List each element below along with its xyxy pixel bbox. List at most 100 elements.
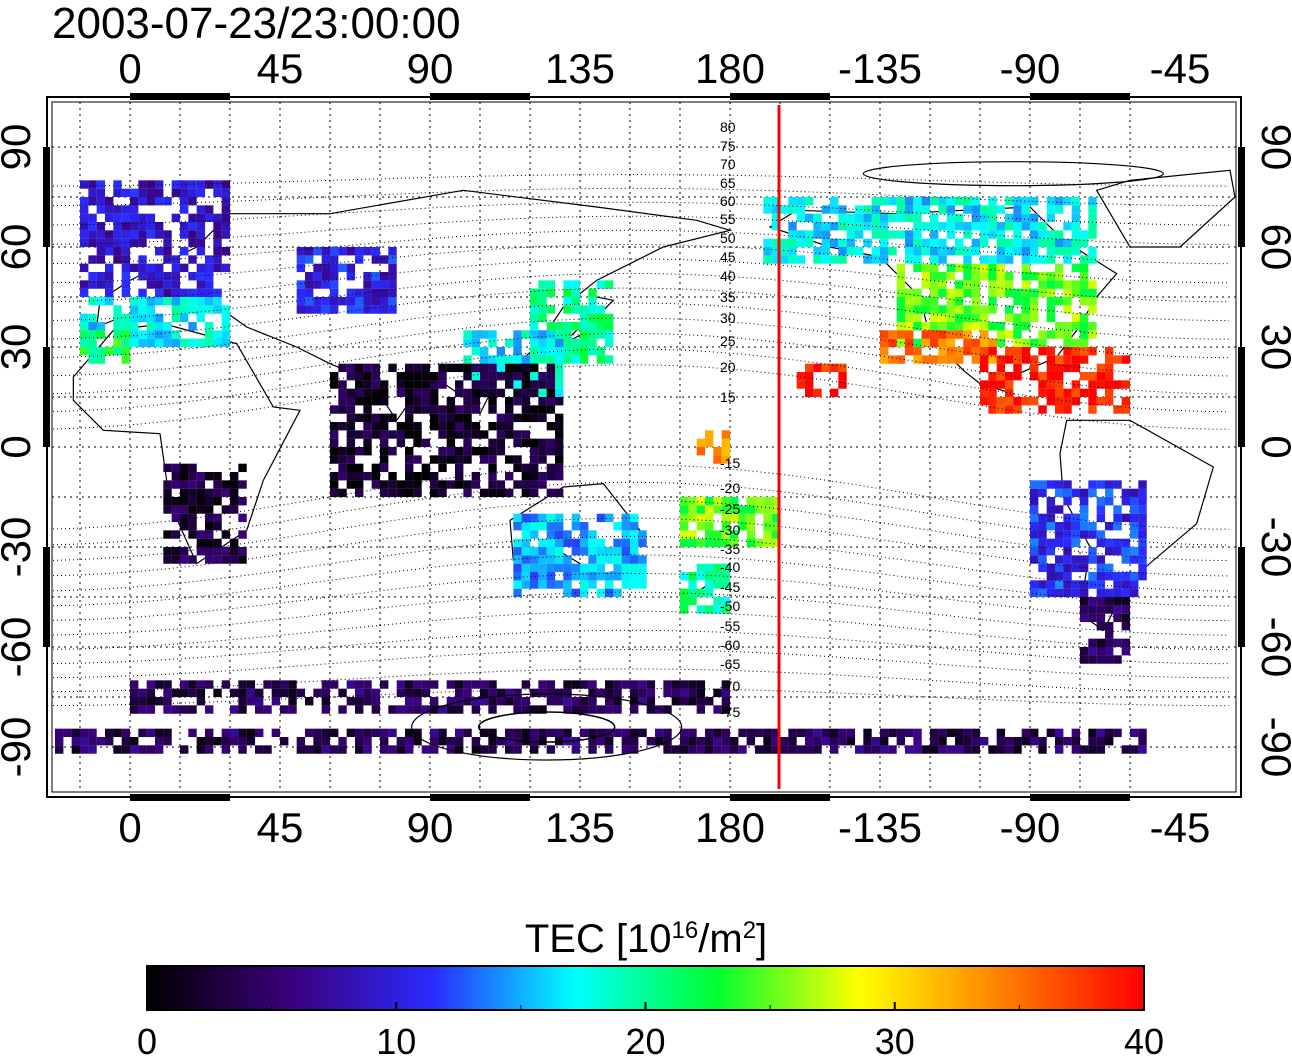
tec-cell xyxy=(179,546,189,556)
tec-cell xyxy=(571,546,581,556)
tec-cell xyxy=(513,430,522,439)
tec-cell xyxy=(163,288,172,298)
tec-cell xyxy=(729,736,739,746)
lon-tick-label-top: 135 xyxy=(545,45,615,92)
tec-cell xyxy=(338,488,347,498)
tec-cell xyxy=(721,580,731,589)
tec-cell xyxy=(121,338,131,348)
tec-cell xyxy=(1013,238,1022,248)
tec-cell xyxy=(213,180,222,189)
tec-cell xyxy=(130,736,139,746)
tec-cell xyxy=(371,372,381,381)
tec-cell xyxy=(163,230,172,239)
tec-cell xyxy=(1029,197,1039,206)
tec-cell xyxy=(130,680,139,689)
tec-cell xyxy=(571,745,581,754)
tec-cell xyxy=(163,480,172,489)
tec-cell xyxy=(588,297,597,306)
tec-cell xyxy=(1063,580,1072,589)
tec-cell xyxy=(338,688,347,698)
tec-cell xyxy=(663,680,672,689)
tec-cell xyxy=(454,680,464,689)
tec-cell xyxy=(538,471,547,481)
tec-cell xyxy=(1013,322,1022,331)
tec-cell xyxy=(1096,530,1106,539)
tec-cell xyxy=(321,736,331,746)
tec-cell xyxy=(171,471,181,481)
tec-cell xyxy=(1046,247,1056,256)
tec-cell xyxy=(346,430,356,439)
tec-cell xyxy=(463,363,472,373)
tec-cell xyxy=(896,313,906,323)
contour-label-south: -65 xyxy=(720,656,740,672)
tec-cell xyxy=(763,521,772,531)
tec-cell xyxy=(538,447,547,456)
tec-cell xyxy=(946,355,956,364)
tec-cell xyxy=(354,488,364,498)
tec-cell xyxy=(521,363,531,373)
tec-cell xyxy=(105,247,114,256)
tec-cell xyxy=(379,380,389,389)
tec-cell xyxy=(154,272,164,281)
tec-cell xyxy=(363,280,372,289)
tec-cell xyxy=(321,272,331,281)
tec-cell xyxy=(113,305,122,314)
tec-cell xyxy=(721,455,731,464)
tec-cell xyxy=(371,480,381,489)
tec-cell xyxy=(130,305,139,314)
contour-line xyxy=(52,174,1230,187)
tec-cell xyxy=(538,288,547,298)
tec-cell xyxy=(1029,255,1039,264)
lat-tick-label-right: -30 xyxy=(1253,517,1292,578)
tec-cell xyxy=(538,397,547,406)
tec-cell xyxy=(1079,272,1089,281)
tec-cell xyxy=(504,405,514,414)
lon-tick-label-top: -45 xyxy=(1150,45,1211,92)
tec-cell xyxy=(1038,238,1047,248)
tec-cell xyxy=(404,488,414,498)
tec-cell xyxy=(421,372,431,381)
tec-cell xyxy=(363,745,372,754)
tec-cell xyxy=(1029,496,1039,506)
lat-tick-label-right: -90 xyxy=(1253,717,1292,778)
colorbar-tick-label: 10 xyxy=(376,1021,416,1057)
tec-cell xyxy=(421,745,431,754)
tec-cell xyxy=(413,397,422,406)
tec-cell xyxy=(929,230,939,239)
tec-cell xyxy=(896,330,906,339)
tec-cell xyxy=(746,736,756,746)
contour-label-south: -20 xyxy=(720,480,740,496)
tec-cell xyxy=(213,546,222,556)
tec-cell xyxy=(846,213,856,223)
tec-cell xyxy=(571,347,581,356)
tec-cell xyxy=(688,571,697,581)
tec-cell xyxy=(179,513,189,523)
tec-cell xyxy=(454,471,464,481)
tec-cell xyxy=(1104,563,1114,573)
tec-cell xyxy=(538,280,547,289)
tec-cell xyxy=(988,397,997,406)
tec-cell xyxy=(204,555,214,564)
lat-tick-label-left: -30 xyxy=(0,517,39,578)
contour-line xyxy=(52,229,1230,265)
tec-cell xyxy=(629,580,639,589)
tec-cell xyxy=(688,696,697,706)
tec-cell xyxy=(438,488,447,498)
tec-cell xyxy=(1079,330,1089,339)
tec-cell xyxy=(404,430,414,439)
tec-cell xyxy=(546,488,556,498)
tec-cell xyxy=(979,213,989,223)
tec-cell xyxy=(604,338,614,348)
tec-cell xyxy=(313,736,322,746)
tec-cell xyxy=(363,438,372,448)
tec-cell xyxy=(813,222,822,231)
tec-cell xyxy=(621,745,631,754)
tec-cell xyxy=(213,238,222,248)
tec-cell xyxy=(713,538,722,548)
tec-cell xyxy=(904,197,914,206)
tec-cell xyxy=(538,438,547,448)
tec-cell xyxy=(321,696,331,706)
tec-cell xyxy=(563,297,572,306)
tec-cell xyxy=(896,272,906,281)
tec-cell xyxy=(938,272,947,281)
